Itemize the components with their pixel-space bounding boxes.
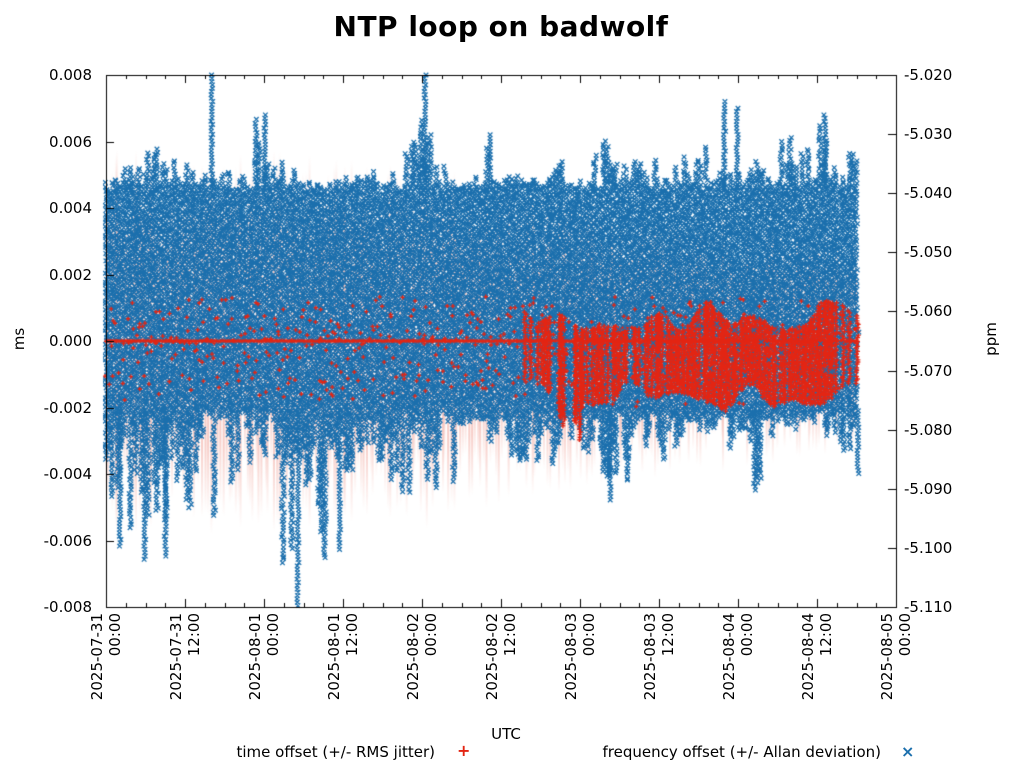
x-tick-label: 2025-07-31 12:00 xyxy=(167,613,203,701)
x-tick-label: 2025-08-04 00:00 xyxy=(720,613,756,701)
x-tick-label: 2025-08-03 00:00 xyxy=(562,613,598,701)
y-left-tick-label: -0.006 xyxy=(43,531,92,550)
y-left-tick-label: 0.008 xyxy=(49,66,92,84)
x-tick-label: 2025-08-03 12:00 xyxy=(641,613,677,701)
y-left-tick-label: 0.004 xyxy=(49,199,92,217)
legend-label-time-offset: time offset (+/- RMS jitter) xyxy=(236,743,435,761)
y-right-tick-label: -5.040 xyxy=(904,184,953,203)
x-tick-label: 2025-08-01 00:00 xyxy=(246,613,282,701)
chart-title: NTP loop on badwolf xyxy=(333,10,669,43)
y-right-tick-label: -5.110 xyxy=(904,598,953,616)
x-tick-label: 2025-08-05 00:00 xyxy=(878,613,914,701)
x-tick-label: 2025-08-02 00:00 xyxy=(404,613,440,701)
y-right-tick-label: -5.090 xyxy=(904,479,953,498)
x-tick-label: 2025-08-04 12:00 xyxy=(799,613,835,701)
y-right-tick-label: -5.050 xyxy=(904,243,953,262)
y-right-tick-label: -5.060 xyxy=(904,302,953,321)
y-right-tick-label: -5.100 xyxy=(904,538,953,557)
y-left-tick-label: -0.008 xyxy=(43,598,92,616)
legend-marker-plus-icon: + xyxy=(457,741,471,760)
y-left-tick-label: 0.006 xyxy=(49,132,92,151)
legend-marker-cross-icon: × xyxy=(901,742,915,761)
y-left-tick-label: 0.002 xyxy=(49,265,92,284)
x-tick-label: 2025-07-31 00:00 xyxy=(88,613,124,701)
y-left-tick-label: -0.002 xyxy=(43,398,92,417)
x-tick-label: 2025-08-01 12:00 xyxy=(325,613,361,701)
y-right-tick-label: -5.070 xyxy=(904,361,953,380)
y-left-tick-label: -0.004 xyxy=(43,465,92,483)
legend-label-frequency-offset: frequency offset (+/- Allan deviation) xyxy=(602,743,882,761)
y-right-tick-label: -5.020 xyxy=(904,66,953,84)
y-right-axis-label: ppm xyxy=(981,322,1000,356)
x-axis-label: UTC xyxy=(491,725,521,743)
x-tick-label: 2025-08-02 12:00 xyxy=(483,613,519,701)
y-right-tick-label: -5.030 xyxy=(904,125,953,144)
y-left-tick-label: 0.000 xyxy=(49,332,92,350)
y-right-tick-label: -5.080 xyxy=(904,420,953,439)
